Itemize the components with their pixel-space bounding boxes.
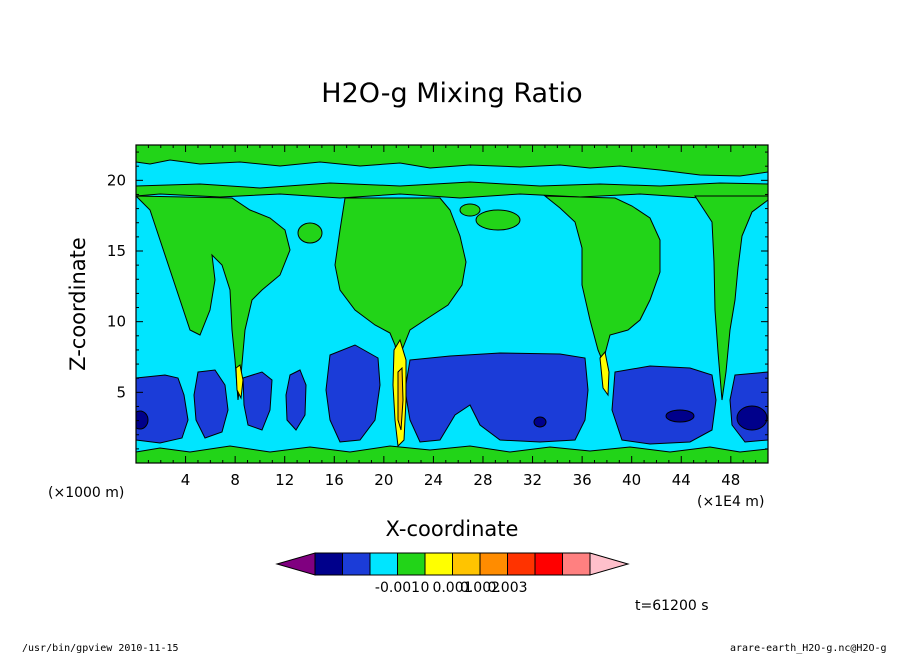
field-low-blue-region	[404, 352, 589, 443]
colorbar-swatch	[397, 552, 426, 576]
x-tick-label: 8	[230, 471, 240, 489]
plot-frame	[135, 144, 769, 464]
y-tick-label: 10	[107, 313, 126, 331]
colorbar-label: 0	[421, 580, 430, 596]
field-low-blue-region	[193, 369, 229, 439]
colorbar-swatch	[507, 552, 536, 576]
footer-left: /usr/bin/gpview 2010-11-15	[22, 643, 179, 654]
field-plume-center-region	[334, 197, 467, 362]
y-axis-label: Z-coordinate	[66, 237, 90, 371]
colorbar-label: 0.002	[460, 580, 500, 596]
field-plume-left-region	[136, 195, 291, 401]
x-tick-label: 48	[721, 471, 740, 489]
x-tick-label: 28	[473, 471, 492, 489]
y-tick-label: 15	[107, 242, 126, 260]
field-low-blue-region	[136, 374, 189, 444]
colorbar-swatch	[369, 552, 398, 576]
field-low-blue-region	[611, 365, 717, 445]
x-unit-left: (×1000 m)	[48, 485, 124, 501]
field-core-region	[136, 410, 149, 430]
colorbar-swatch	[479, 552, 508, 576]
x-tick-label: 36	[573, 471, 592, 489]
field-plume-right-region	[543, 195, 661, 364]
x-tick-label: 44	[672, 471, 691, 489]
field-blob-region	[475, 209, 521, 231]
colorbar-under-triangle	[275, 552, 316, 576]
field-core-region	[533, 416, 547, 428]
chart-title: H2O-g Mixing Ratio	[321, 78, 582, 109]
x-tick-label: 20	[374, 471, 393, 489]
colorbar-swatch	[562, 552, 591, 576]
colorbar-swatch	[314, 552, 343, 576]
y-tick-label: 5	[116, 383, 126, 401]
x-unit-right: (×1E4 m)	[697, 494, 764, 510]
time-label: t=61200 s	[635, 598, 709, 614]
x-axis-label: X-coordinate	[386, 517, 519, 541]
colorbar-label: -0.001	[375, 580, 420, 596]
field-plume-far-right-region	[694, 195, 768, 401]
colorbar-swatch	[424, 552, 453, 576]
field-low-blue-region	[242, 371, 273, 431]
field-blob-region	[297, 222, 323, 244]
footer-right: arare-earth_H2O-g.nc@H2O-g	[730, 643, 887, 654]
colorbar-swatch	[534, 552, 563, 576]
colorbar-over-triangle	[589, 552, 630, 576]
x-tick-label: 12	[275, 471, 294, 489]
colorbar-label: 0.003	[487, 580, 527, 596]
x-tick-label: 40	[622, 471, 641, 489]
field-low-blue-region	[285, 369, 307, 431]
colorbar-label: 0.001	[432, 580, 472, 596]
x-tick-label: 4	[181, 471, 191, 489]
field-low-blue-region	[325, 344, 381, 443]
x-tick-label: 32	[523, 471, 542, 489]
field-streak-region	[397, 366, 404, 431]
x-tick-label: 16	[325, 471, 344, 489]
x-tick-label: 24	[424, 471, 443, 489]
field-streak-region	[235, 364, 244, 400]
field-core-region	[736, 405, 768, 431]
field-core-region	[665, 409, 695, 423]
field-top-band-region	[136, 145, 768, 177]
colorbar-swatch	[452, 552, 481, 576]
colorbar-swatch	[342, 552, 371, 576]
field-streak-region	[599, 350, 610, 397]
field-blob-region	[459, 203, 481, 217]
plot-area	[136, 145, 768, 463]
field-bottom-band-region	[136, 445, 768, 463]
y-tick-label: 20	[107, 171, 126, 189]
